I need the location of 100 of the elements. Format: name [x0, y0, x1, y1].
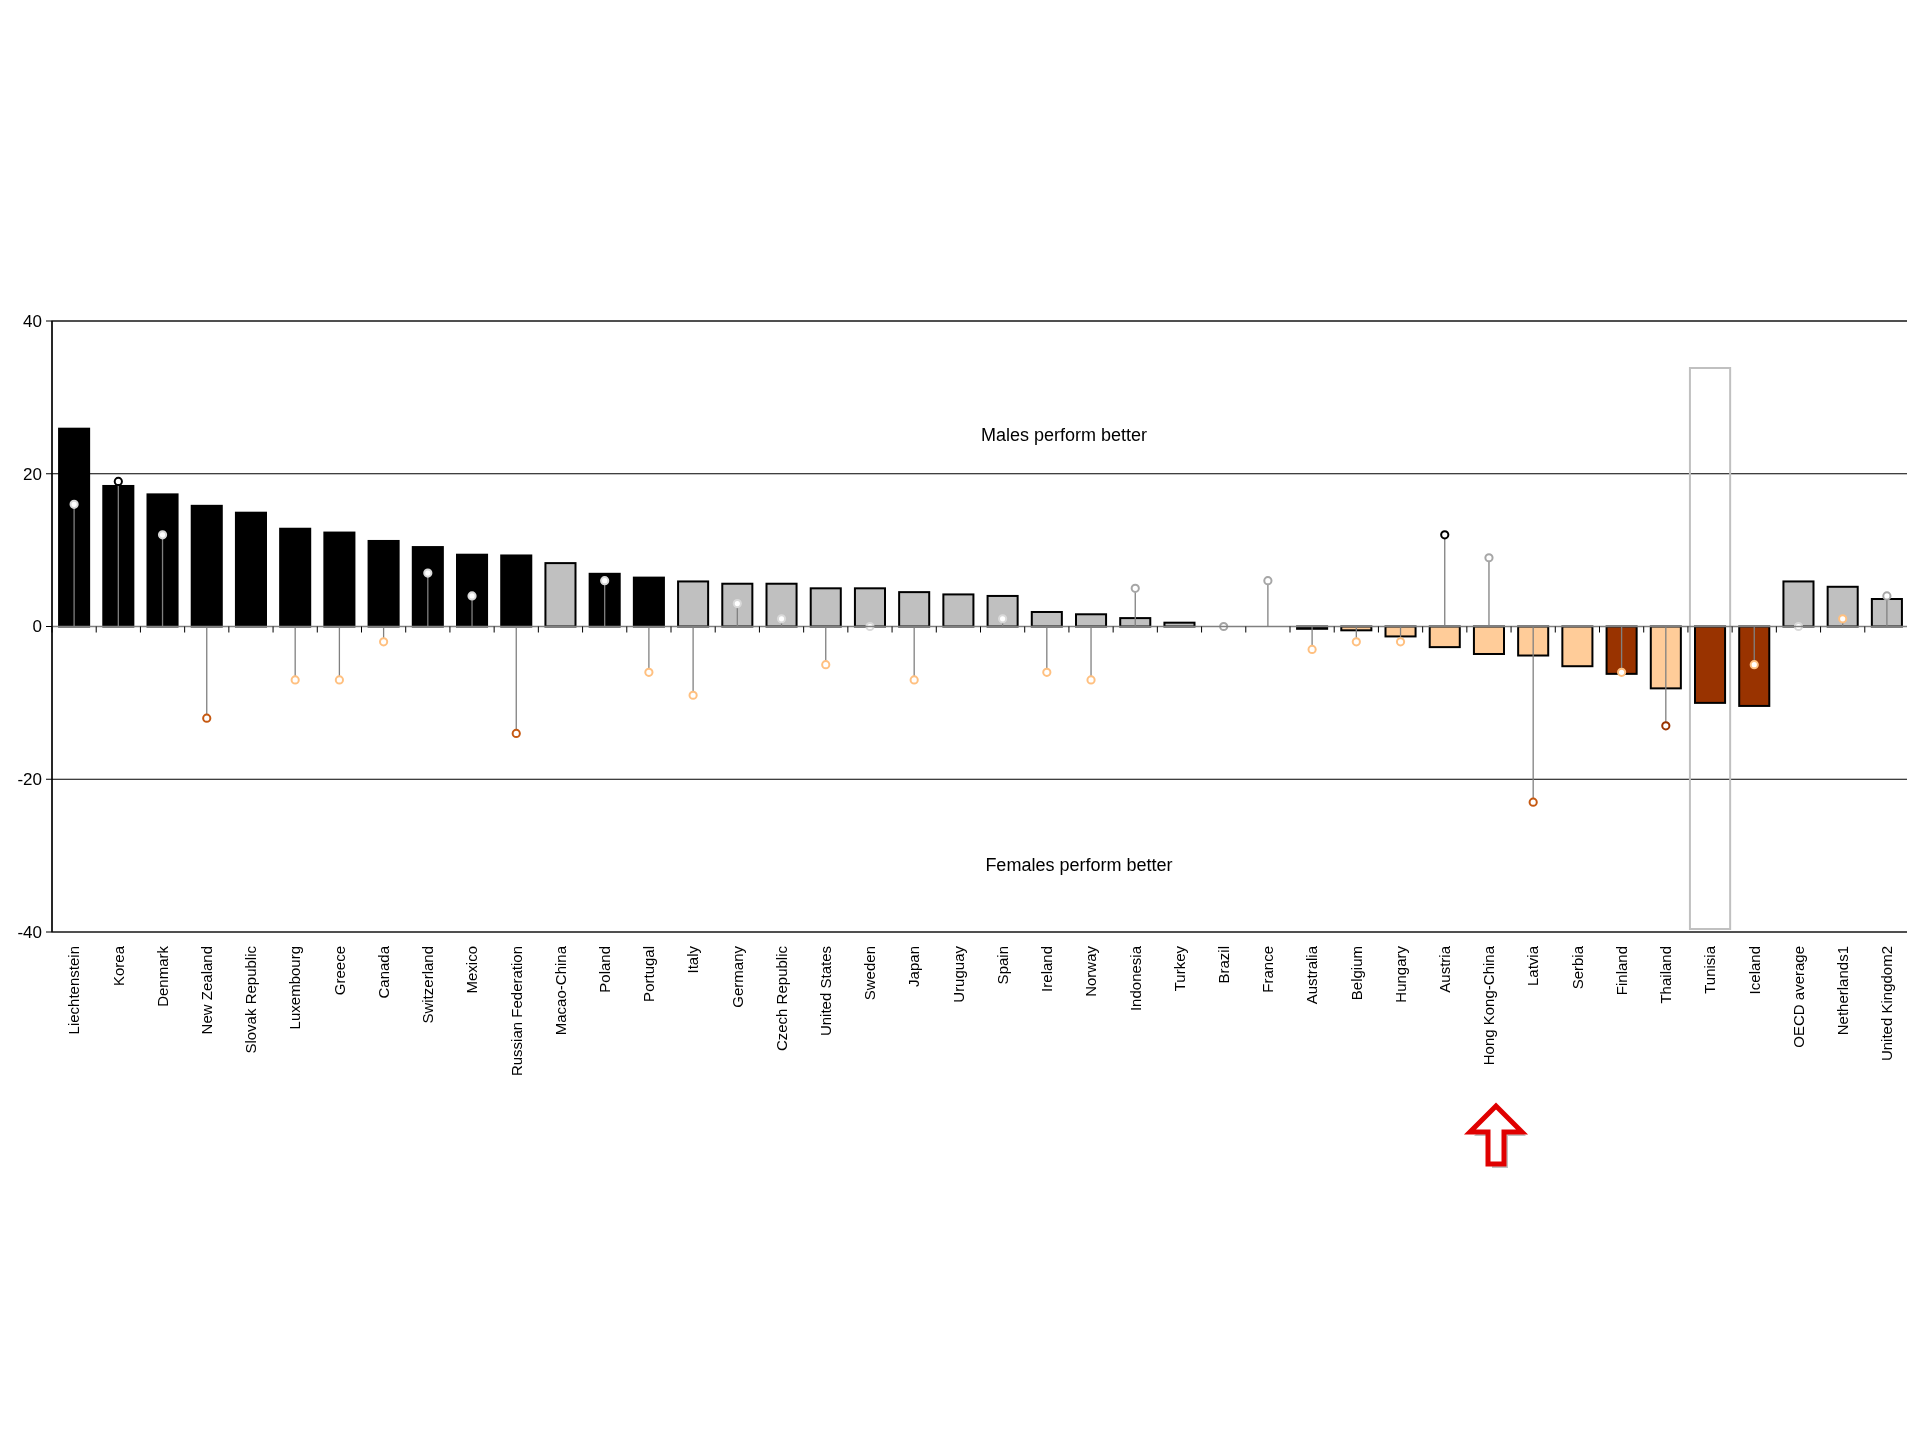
x-tick-label: Switzerland [419, 946, 437, 1024]
point [1793, 621, 1804, 632]
point [998, 614, 1008, 624]
x-tick-label: Indonesia [1126, 945, 1144, 1012]
bar [1738, 625, 1771, 707]
x-tick-label: Hong Kong-China [1480, 945, 1498, 1066]
point [600, 576, 610, 586]
x-tick-label: Luxembourg [286, 946, 304, 1030]
x-tick-label: Iceland [1745, 946, 1763, 995]
bar [234, 511, 267, 628]
y-tick-label: -40 [17, 922, 42, 942]
point [1042, 667, 1052, 677]
bar [1870, 598, 1903, 628]
x-tick-label: Germany [728, 945, 746, 1008]
x-tick-label: Japan [905, 946, 923, 987]
bar [721, 582, 754, 628]
point [202, 713, 212, 723]
point [379, 637, 389, 647]
point [732, 598, 742, 609]
point [1882, 591, 1892, 601]
bar [190, 504, 223, 628]
x-tick-label: Spain [993, 946, 1011, 985]
point [909, 675, 919, 685]
point [1838, 614, 1848, 624]
bar [898, 591, 931, 628]
x-tick-label: Latvia [1524, 945, 1542, 987]
point [423, 568, 433, 578]
x-tick-label: Korea [109, 945, 127, 987]
bar [1030, 610, 1063, 628]
x-tick-label: Poland [595, 946, 613, 993]
point [113, 476, 123, 486]
x-tick-label: Portugal [640, 946, 658, 1002]
bar [323, 531, 356, 628]
x-tick-label: Denmark [153, 945, 171, 1007]
bar [942, 593, 975, 628]
point [688, 690, 698, 700]
x-tick-label: Netherlands1 [1833, 946, 1851, 1036]
x-tick-label: Brazil [1214, 946, 1232, 984]
y-tick-label: 0 [32, 617, 42, 637]
x-tick-label: Norway [1082, 945, 1100, 997]
bar [456, 553, 489, 628]
x-tick-label: Slovak Republic [242, 945, 260, 1054]
point [1219, 621, 1229, 632]
bar [809, 587, 842, 628]
x-tick-label: United States [817, 946, 834, 1037]
bar [411, 546, 444, 628]
x-tick-label: Hungary [1391, 945, 1409, 1003]
x-tick-label: Belgium [1347, 946, 1365, 1001]
bar [1782, 580, 1815, 628]
point [821, 660, 831, 670]
bar [1649, 625, 1682, 690]
point [157, 530, 168, 540]
x-tick-label: Canada [374, 945, 392, 999]
point [334, 675, 344, 685]
x-tick-label: Austria [1436, 945, 1453, 993]
x-tick-label: Sweden [861, 946, 879, 1001]
point [467, 591, 477, 601]
x-tick-label: Ireland [1038, 946, 1056, 992]
y-tick-label: 40 [23, 311, 42, 331]
x-tick-label: Thailand [1657, 946, 1675, 1004]
bar [588, 572, 621, 628]
bar [853, 587, 886, 628]
point [1351, 637, 1361, 647]
bar [1605, 625, 1638, 675]
bar [765, 582, 798, 628]
bar [544, 562, 577, 628]
x-tick-label: Finland [1612, 946, 1630, 996]
annotation: Females perform better [985, 855, 1173, 876]
point [1749, 660, 1759, 670]
y-tick-label: 20 [23, 464, 42, 484]
x-tick-label: Italy [684, 945, 702, 974]
x-tick-label: Mexico [463, 946, 481, 994]
bar [1826, 585, 1859, 628]
bar [677, 580, 710, 628]
point [1528, 797, 1538, 807]
x-tick-label: Russian Federation [507, 946, 525, 1077]
x-tick-label: Greece [330, 946, 348, 996]
point [511, 728, 521, 739]
point [1617, 667, 1627, 677]
bar [1694, 625, 1727, 704]
x-tick-label: New Zealand [198, 946, 215, 1035]
x-tick-label: Serbia [1568, 945, 1586, 990]
x-tick-label: Turkey [1170, 945, 1188, 992]
x-tick-label: Australia [1303, 945, 1321, 1005]
x-tick-label: Macao-China [551, 945, 569, 1036]
point [69, 499, 79, 509]
x-tick-label: Tunisia [1701, 945, 1719, 994]
y-tick-label: -20 [17, 770, 42, 790]
bar [986, 594, 1019, 628]
point [1307, 644, 1317, 655]
bar [1517, 625, 1550, 657]
bar [1561, 625, 1594, 668]
point [1661, 721, 1671, 731]
point [290, 675, 300, 685]
x-tick-label: United Kingdom2 [1878, 946, 1896, 1062]
bar [500, 554, 533, 628]
x-tick-label: Czech Republic [772, 945, 790, 1052]
point [1263, 576, 1273, 586]
point [776, 614, 787, 624]
point [1086, 675, 1096, 685]
